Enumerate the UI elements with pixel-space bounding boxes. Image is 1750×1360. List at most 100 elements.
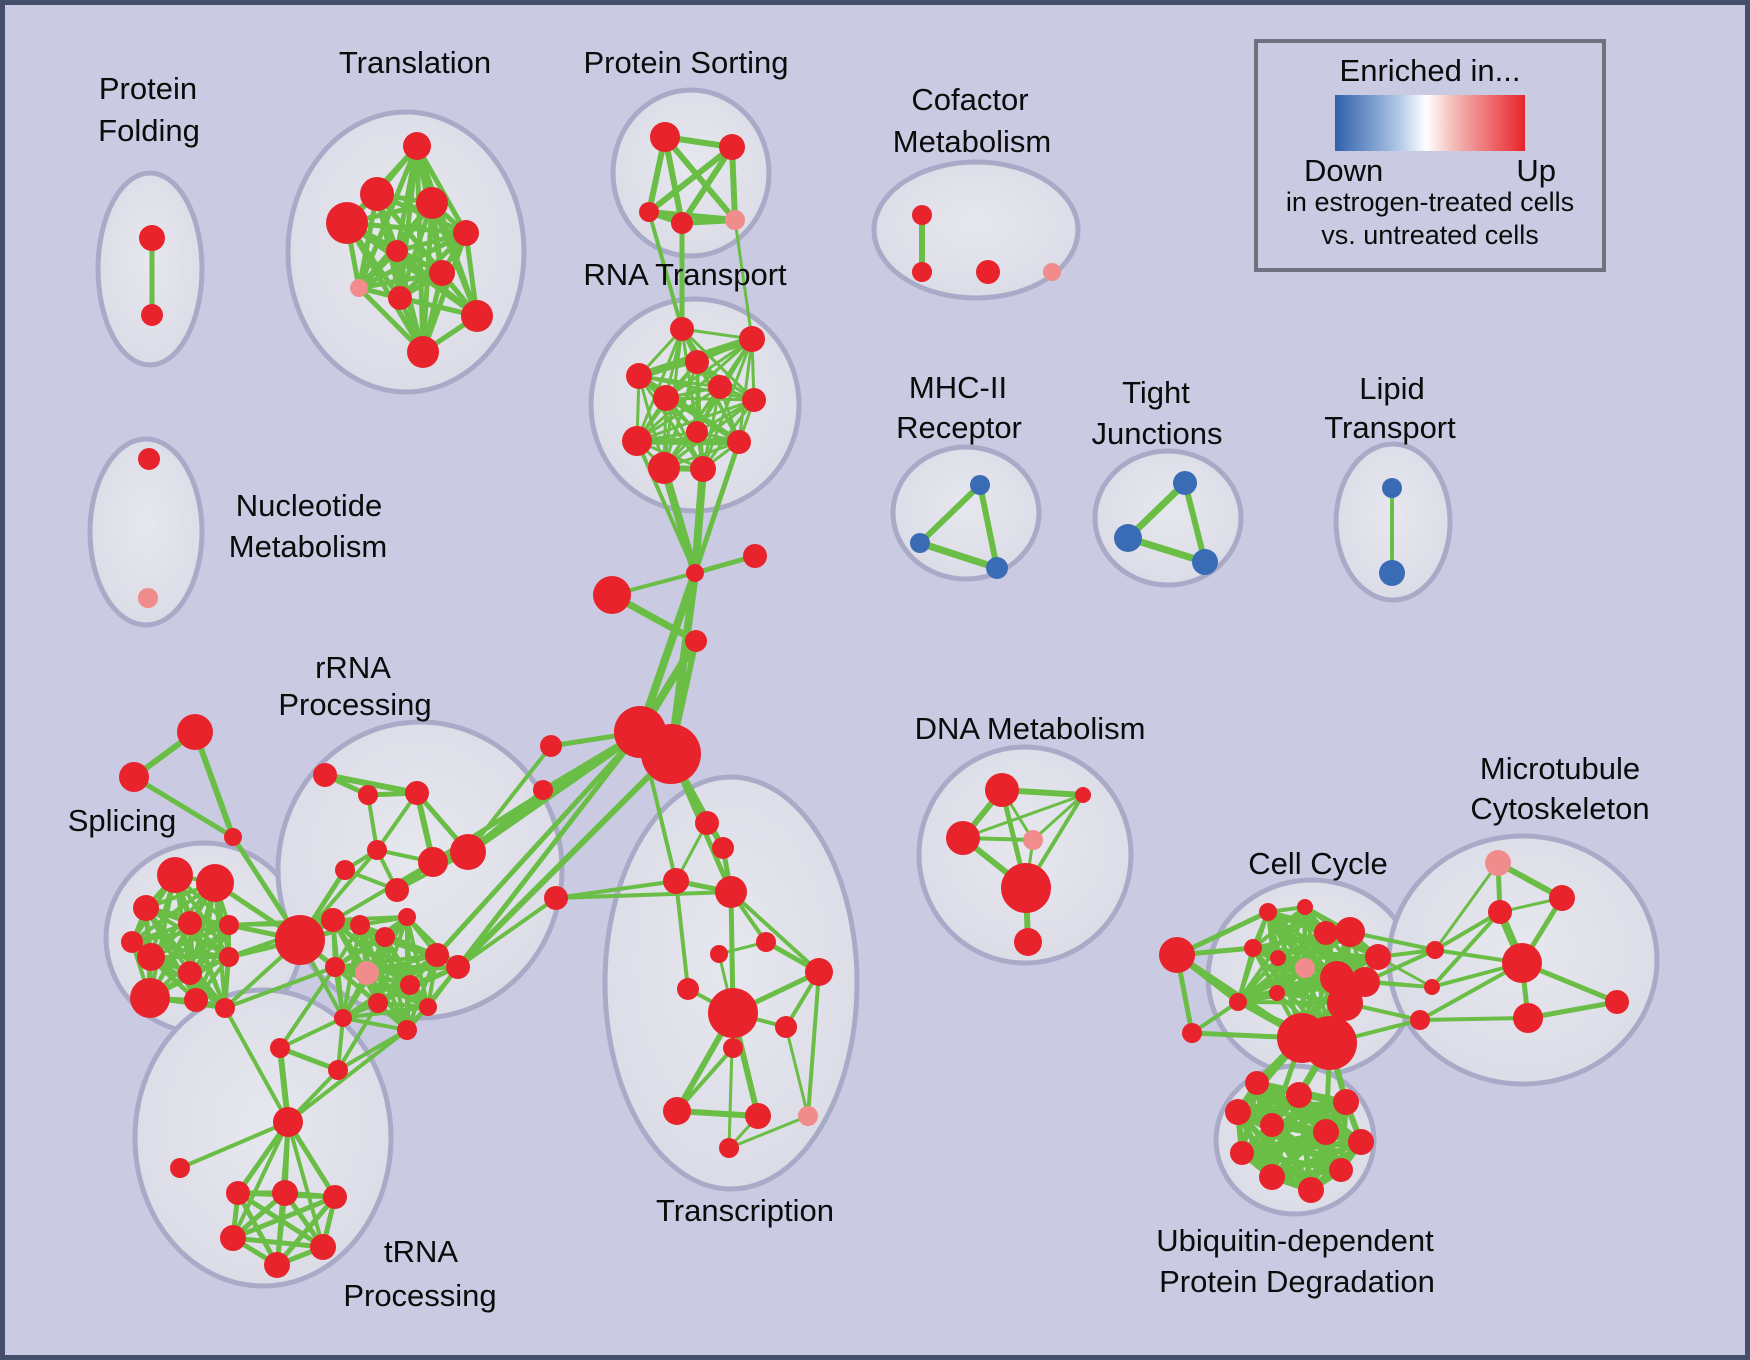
node-ts1[interactable] (695, 811, 719, 835)
node-cn6[interactable] (533, 780, 553, 800)
node-rr1[interactable] (313, 763, 337, 787)
node-ub11[interactable] (1298, 1177, 1324, 1203)
node-rr6[interactable] (418, 847, 448, 877)
node-tr10[interactable] (461, 300, 493, 332)
node-rr8[interactable] (385, 878, 409, 902)
node-lp1[interactable] (1382, 478, 1402, 498)
node-rc9[interactable] (400, 975, 420, 995)
node-ub3[interactable] (1225, 1099, 1251, 1125)
node-rc4[interactable] (398, 908, 416, 926)
node-rc13[interactable] (397, 1020, 417, 1040)
node-ub4[interactable] (1260, 1113, 1284, 1137)
node-sp9[interactable] (219, 947, 239, 967)
node-rc1[interactable] (321, 908, 345, 932)
node-sp1[interactable] (157, 857, 193, 893)
node-rr3[interactable] (405, 781, 429, 805)
node-cc7[interactable] (1365, 944, 1391, 970)
node-tj2[interactable] (1114, 524, 1142, 552)
node-rt10[interactable] (727, 430, 751, 454)
node-cc4[interactable] (1297, 899, 1313, 915)
node-cc9[interactable] (1270, 950, 1286, 966)
node-sp10[interactable] (130, 978, 170, 1018)
node-ts11[interactable] (723, 1038, 743, 1058)
node-rt6[interactable] (653, 385, 679, 411)
node-cc1[interactable] (1159, 937, 1195, 973)
node-ts3[interactable] (663, 868, 689, 894)
node-ps1[interactable] (650, 122, 680, 152)
node-tr7[interactable] (429, 260, 455, 286)
node-rr2[interactable] (358, 785, 378, 805)
node-cf2[interactable] (912, 262, 932, 282)
node-dm1[interactable] (985, 773, 1019, 807)
node-tg2[interactable] (119, 762, 149, 792)
node-rc8[interactable] (355, 961, 379, 985)
node-hub3[interactable] (273, 1107, 303, 1137)
node-sp4[interactable] (178, 911, 202, 935)
node-bd3[interactable] (1410, 1010, 1430, 1030)
node-lp2[interactable] (1379, 560, 1405, 586)
node-rc14[interactable] (328, 1060, 348, 1080)
node-h3[interactable] (323, 1185, 347, 1209)
node-pf1[interactable] (139, 225, 165, 251)
node-tr1[interactable] (403, 132, 431, 160)
node-cn5[interactable] (540, 735, 562, 757)
node-tr6[interactable] (386, 240, 408, 262)
node-mt1[interactable] (1485, 850, 1511, 876)
node-mt4[interactable] (1502, 943, 1542, 983)
node-tj1[interactable] (1173, 471, 1197, 495)
node-sp12[interactable] (215, 998, 235, 1018)
node-rt3[interactable] (685, 350, 709, 374)
node-rc7[interactable] (325, 957, 345, 977)
node-rt2[interactable] (739, 326, 765, 352)
node-tj3[interactable] (1192, 549, 1218, 575)
node-ts7[interactable] (677, 978, 699, 1000)
node-cc15[interactable] (1327, 985, 1363, 1021)
node-nm2[interactable] (138, 588, 158, 608)
node-bd2[interactable] (1424, 979, 1440, 995)
node-ts2[interactable] (712, 837, 734, 859)
node-cc14[interactable] (1350, 967, 1380, 997)
node-ub9[interactable] (1259, 1164, 1285, 1190)
node-cn7[interactable] (544, 886, 568, 910)
node-cc11[interactable] (1229, 993, 1247, 1011)
node-mh2[interactable] (910, 533, 930, 553)
node-ub10[interactable] (1329, 1158, 1353, 1182)
node-cc5[interactable] (1314, 921, 1338, 945)
node-ts13[interactable] (745, 1103, 771, 1129)
node-ts4[interactable] (715, 876, 747, 908)
node-dm5[interactable] (1001, 863, 1051, 913)
node-ps3[interactable] (639, 202, 659, 222)
node-rt12[interactable] (690, 456, 716, 482)
node-ub7[interactable] (1348, 1129, 1374, 1155)
node-mt2[interactable] (1549, 885, 1575, 911)
node-rc3[interactable] (375, 927, 395, 947)
node-cn4[interactable] (685, 630, 707, 652)
node-ts9[interactable] (708, 988, 758, 1038)
node-rc10[interactable] (368, 993, 388, 1013)
node-tr2[interactable] (360, 177, 394, 211)
node-ts12[interactable] (663, 1097, 691, 1125)
node-tr3[interactable] (416, 187, 448, 219)
node-lone[interactable] (170, 1158, 190, 1178)
node-ts10[interactable] (775, 1016, 797, 1038)
node-ub6[interactable] (1313, 1119, 1339, 1145)
node-cc8[interactable] (1244, 939, 1262, 957)
node-sp8[interactable] (178, 961, 202, 985)
node-h2[interactable] (272, 1180, 298, 1206)
node-lh0[interactable] (275, 915, 325, 965)
node-tr9[interactable] (388, 286, 412, 310)
node-rc6[interactable] (446, 955, 470, 979)
node-rt9[interactable] (622, 426, 652, 456)
node-sp2[interactable] (196, 864, 234, 902)
node-ps2[interactable] (719, 134, 745, 160)
node-sp7[interactable] (137, 943, 165, 971)
node-rr4[interactable] (367, 840, 387, 860)
node-mt5[interactable] (1513, 1003, 1543, 1033)
node-ps5[interactable] (725, 210, 745, 230)
node-rc12[interactable] (334, 1009, 352, 1027)
node-cc6[interactable] (1335, 917, 1365, 947)
node-cn2[interactable] (743, 544, 767, 568)
node-cf1[interactable] (912, 205, 932, 225)
node-ub5[interactable] (1333, 1089, 1359, 1115)
node-tg3[interactable] (224, 828, 242, 846)
